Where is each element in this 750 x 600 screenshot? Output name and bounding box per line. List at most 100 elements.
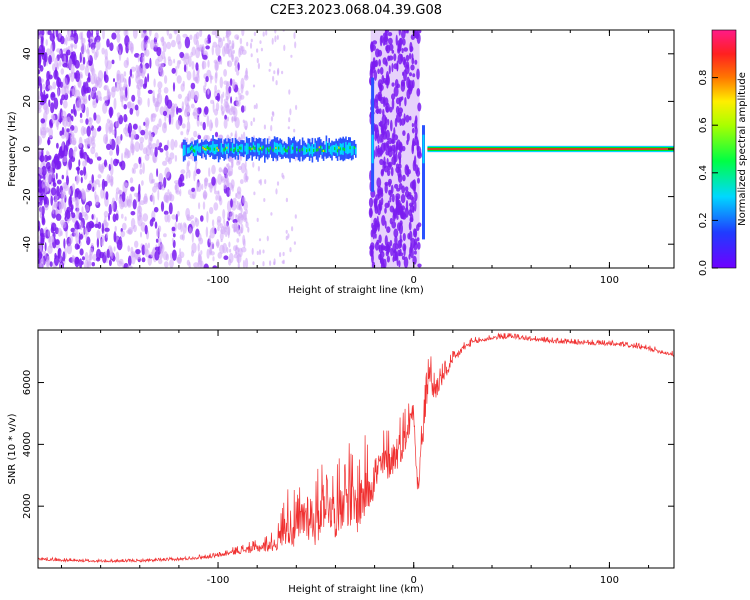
noise-speck — [174, 103, 178, 109]
noise-speck — [59, 59, 62, 67]
burst-speck — [402, 233, 406, 241]
band-cell — [226, 146, 228, 149]
noise-speck — [163, 87, 169, 94]
noise-speck — [157, 225, 162, 233]
noise-speck — [79, 52, 83, 64]
noise-speck — [230, 96, 233, 104]
noise-speck — [60, 68, 65, 75]
noise-speck — [219, 76, 223, 89]
spectrogram-panel: -100 0 100 -40 -20 0 20 40 Height of straight l… — [7, 29, 675, 296]
noise-speck — [242, 259, 246, 268]
band-cell — [314, 142, 316, 152]
noise-speck — [295, 104, 298, 111]
burst-speck — [373, 124, 379, 133]
noise-speck — [149, 57, 152, 69]
noise-speck — [74, 109, 77, 117]
burst-speck — [395, 146, 398, 155]
snr-y-tick-label: 6000 — [22, 370, 33, 395]
burst-speck — [393, 86, 399, 97]
burst-speck — [393, 134, 399, 141]
burst-speck — [386, 158, 389, 165]
noise-speck — [103, 210, 109, 218]
burst-speck — [389, 239, 393, 247]
noise-speck — [49, 119, 52, 126]
noise-speck — [115, 136, 119, 147]
burst-speck — [391, 193, 395, 203]
noise-speck — [236, 238, 240, 243]
snr-x-axis-label: Height of straight line (km) — [288, 584, 424, 595]
noise-speck — [268, 68, 271, 72]
noise-speck — [116, 239, 123, 251]
noise-speck — [115, 251, 120, 263]
burst-speck — [394, 251, 398, 261]
noise-speck — [240, 207, 243, 214]
noise-speck — [180, 83, 185, 92]
noise-speck — [252, 261, 255, 266]
burst-spike — [422, 125, 425, 240]
noise-speck — [62, 77, 68, 89]
burst-speck — [416, 88, 421, 97]
band-cell — [280, 144, 283, 155]
noise-speck — [191, 242, 197, 254]
noise-speck — [51, 222, 57, 232]
noise-speck — [200, 215, 204, 222]
noise-speck — [118, 49, 122, 62]
noise-speck — [196, 116, 200, 127]
noise-speck — [130, 66, 136, 72]
noise-speck — [139, 168, 143, 175]
noise-speck — [61, 191, 67, 199]
noise-speck — [89, 248, 92, 261]
noise-speck — [228, 170, 233, 177]
burst-speck — [409, 72, 412, 77]
noise-speck — [113, 231, 117, 243]
noise-speck — [84, 213, 89, 221]
noise-speck — [121, 213, 124, 219]
noise-speck — [240, 105, 245, 113]
noise-speck — [163, 261, 169, 268]
noise-speck — [115, 121, 120, 129]
noise-speck — [106, 60, 112, 70]
band-cell — [237, 149, 239, 152]
band-cell — [315, 148, 318, 152]
burst-speck — [372, 40, 378, 45]
noise-speck — [174, 180, 180, 185]
noise-speck — [104, 215, 107, 226]
noise-speck — [140, 129, 146, 136]
noise-speck — [84, 81, 89, 91]
noise-speck — [71, 212, 76, 219]
noise-speck — [244, 125, 248, 131]
noise-speck — [130, 246, 134, 254]
noise-speck — [123, 83, 126, 92]
noise-speck — [262, 261, 265, 267]
noise-speck — [119, 161, 123, 167]
noise-speck — [121, 191, 126, 202]
noise-speck — [201, 60, 207, 70]
burst-speck — [414, 115, 418, 125]
noise-speck — [263, 124, 266, 130]
noise-speck — [233, 107, 238, 118]
noise-speck — [199, 30, 203, 37]
noise-speck — [162, 160, 168, 166]
noise-speck — [116, 73, 122, 85]
noise-speck — [236, 69, 240, 76]
burst-speck — [373, 217, 378, 226]
burst-speck — [411, 123, 414, 128]
noise-speck — [257, 62, 260, 70]
noise-speck — [240, 246, 247, 253]
noise-speck — [70, 43, 74, 48]
burst-speck — [387, 200, 390, 208]
noise-speck — [101, 222, 104, 235]
band-cell — [349, 146, 351, 150]
noise-speck — [197, 68, 200, 79]
noise-speck — [41, 30, 45, 36]
noise-speck — [240, 83, 244, 94]
noise-speck — [56, 77, 62, 88]
noise-speck — [234, 117, 237, 122]
noise-speck — [154, 32, 159, 40]
noise-speck — [62, 62, 68, 68]
burst-speck — [384, 30, 390, 34]
noise-speck — [66, 49, 71, 56]
burst-speck — [382, 108, 385, 117]
noise-speck — [160, 180, 163, 186]
noise-speck — [95, 30, 100, 34]
